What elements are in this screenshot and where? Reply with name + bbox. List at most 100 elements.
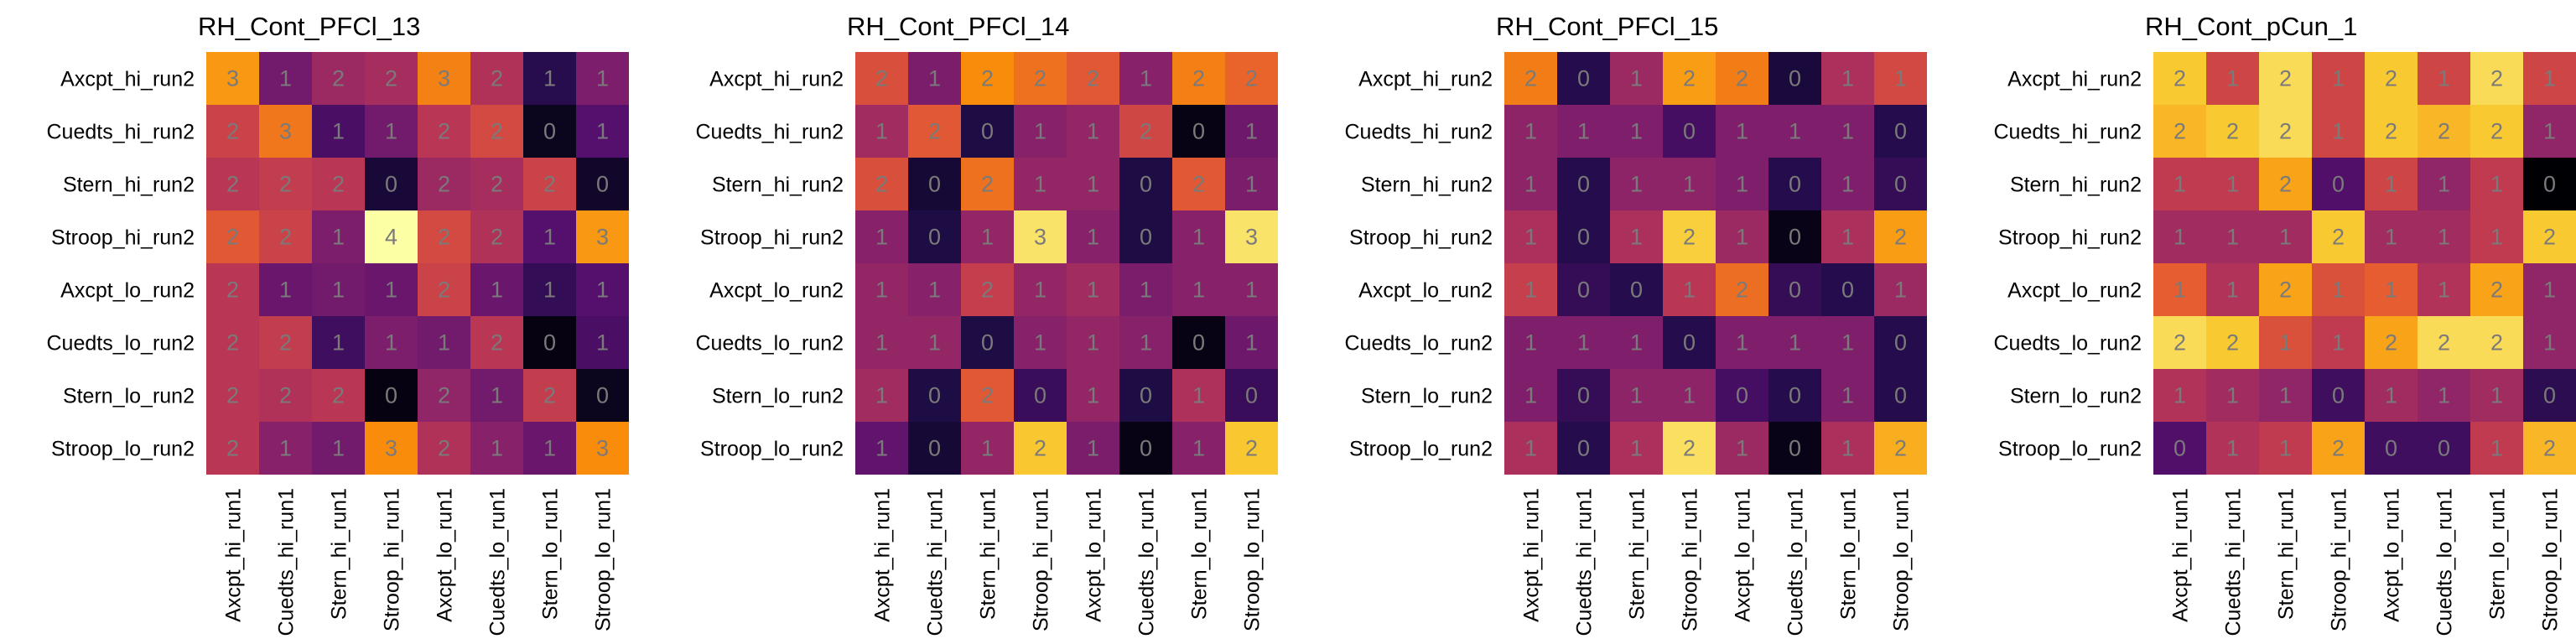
cell-value-label: 0 [2332, 172, 2345, 197]
x-tick-label: Axcpt_lo_run1 [1083, 488, 1106, 622]
cell-value-label: 0 [1034, 383, 1046, 408]
cell-value-label: 2 [438, 119, 450, 144]
heatmap-cell [576, 105, 629, 158]
cell-value-label: 3 [596, 436, 609, 461]
cell-value-label: 1 [2226, 66, 2239, 91]
heatmap-cell [2418, 52, 2470, 105]
heatmap-cell [1874, 263, 1927, 316]
cell-value-label: 2 [279, 225, 292, 250]
heatmap-cell [1557, 52, 1610, 105]
cell-value-label: 1 [543, 278, 556, 303]
cell-value-label: 1 [2174, 225, 2186, 250]
cell-value-label: 2 [1087, 66, 1099, 91]
heatmap-cell [365, 263, 418, 316]
cell-value-label: 1 [385, 330, 397, 356]
x-tick-label: Stern_hi_run1 [977, 488, 1000, 620]
cell-value-label: 1 [1245, 172, 1258, 197]
cell-value-label: 1 [1894, 278, 1907, 303]
cell-value-label: 1 [1630, 172, 1643, 197]
cell-value-label: 2 [2279, 119, 2292, 144]
cell-value-label: 1 [1524, 119, 1537, 144]
cell-value-label: 1 [1736, 225, 1748, 250]
heatmap-cell [1225, 210, 1278, 263]
cell-value-label: 1 [928, 66, 941, 91]
heatmap-cell [2153, 52, 2206, 105]
heatmap-cell [2418, 210, 2470, 263]
cell-value-label: 0 [1192, 119, 1205, 144]
cell-value-label: 0 [1192, 330, 1205, 356]
cell-value-label: 1 [2226, 225, 2239, 250]
heatmap-cell [2470, 105, 2523, 158]
cell-value-label: 1 [2226, 383, 2239, 408]
cell-value-label: 1 [1034, 278, 1046, 303]
cell-value-label: 1 [2332, 119, 2345, 144]
heatmap-cell [855, 52, 908, 105]
heatmap-cell [1610, 52, 1663, 105]
cell-value-label: 0 [543, 330, 556, 356]
cell-value-label: 1 [875, 225, 888, 250]
cell-value-label: 2 [2490, 119, 2503, 144]
cell-value-label: 3 [438, 66, 450, 91]
heatmap-cell [2153, 158, 2206, 210]
cell-value-label: 2 [1736, 278, 1748, 303]
cell-value-label: 1 [332, 225, 345, 250]
cell-value-label: 0 [1894, 330, 1907, 356]
x-tick-label: Axcpt_lo_run1 [1732, 488, 1755, 622]
heatmap-cell [1067, 369, 1119, 422]
heatmap-cell [365, 158, 418, 210]
cell-value-label: 1 [1034, 172, 1046, 197]
heatmap-cell [2259, 263, 2312, 316]
heatmap-cell [1172, 52, 1225, 105]
cell-value-label: 1 [2438, 383, 2450, 408]
heatmap-cell [418, 316, 470, 369]
heatmap-cell [576, 369, 629, 422]
cell-value-label: 1 [1736, 119, 1748, 144]
heatmap-cell [855, 369, 908, 422]
y-tick-label: Stern_hi_run2 [1361, 174, 1493, 197]
heatmap-cell [1067, 105, 1119, 158]
heatmap-cell [2259, 52, 2312, 105]
heatmap-panel: RH_Cont_PFCl_14 2 1 2 2 2 1 2 2 1 2 0 1 1 2 0 1 2 0 2 1 1 0 2 1 1… [695, 12, 1278, 636]
y-tick-label: Stern_hi_run2 [63, 174, 195, 197]
cell-value-label: 0 [1789, 172, 1801, 197]
heatmap-cell [1874, 52, 1927, 105]
x-tick-label: Stern_hi_run1 [1626, 488, 1649, 620]
heatmap-cell [2523, 158, 2576, 210]
cell-value-label: 1 [1894, 66, 1907, 91]
heatmap-cell [470, 210, 523, 263]
heatmap-cell [1119, 105, 1172, 158]
heatmap-cell [2365, 263, 2418, 316]
cell-value-label: 1 [1841, 66, 1854, 91]
cell-value-label: 1 [1524, 225, 1537, 250]
x-tick-label: Stern_lo_run1 [539, 488, 563, 620]
x-tick-label: Stroop_lo_run1 [592, 488, 615, 631]
cell-value-label: 0 [1245, 383, 1258, 408]
heatmap-cell [1557, 105, 1610, 158]
cell-value-label: 1 [1140, 278, 1152, 303]
heatmap-cell [1119, 158, 1172, 210]
cell-value-label: 2 [1683, 66, 1696, 91]
cell-value-label: 1 [1524, 383, 1537, 408]
cell-value-label: 1 [279, 66, 292, 91]
cell-value-label: 1 [1789, 330, 1801, 356]
cell-value-label: 1 [2490, 225, 2503, 250]
heatmap-cell [1014, 369, 1067, 422]
cell-value-label: 0 [1140, 436, 1152, 461]
cell-value-label: 0 [928, 383, 941, 408]
heatmap-cell [1504, 369, 1557, 422]
heatmap-cell [1874, 316, 1927, 369]
heatmap-cell [1874, 369, 1927, 422]
cell-value-label: 0 [928, 436, 941, 461]
cell-value-label: 1 [491, 278, 503, 303]
y-tick-label: Axcpt_hi_run2 [2007, 68, 2142, 91]
heatmap-cell [1225, 422, 1278, 475]
cell-value-label: 1 [1087, 330, 1099, 356]
cell-value-label: 2 [438, 278, 450, 303]
heatmap-cell [1119, 52, 1172, 105]
cell-value-label: 1 [2226, 278, 2239, 303]
heatmap-cell [2470, 52, 2523, 105]
heatmap-cell [312, 52, 365, 105]
heatmap-cell [1874, 422, 1927, 475]
cell-value-label: 1 [332, 119, 345, 144]
heatmap-cell [1225, 369, 1278, 422]
